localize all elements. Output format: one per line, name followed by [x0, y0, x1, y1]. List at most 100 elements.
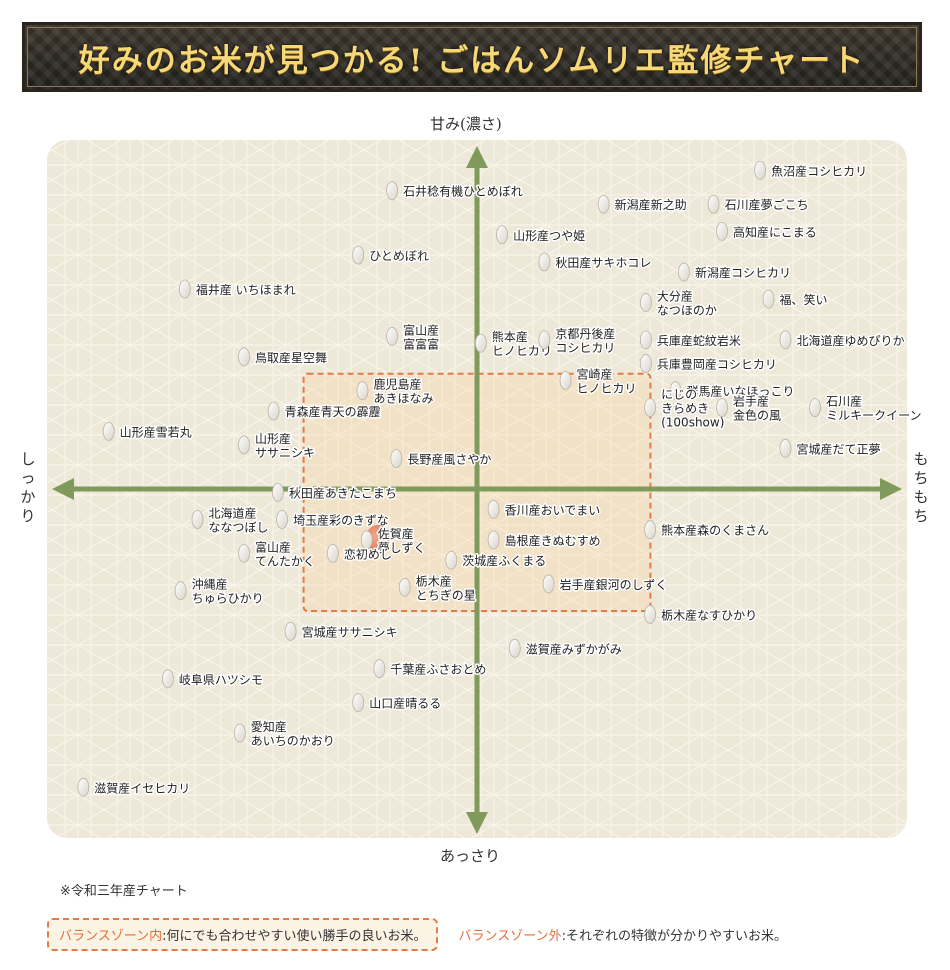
rice-point: 新潟産コシヒカリ — [678, 262, 792, 282]
rice-label: 宮城産だて正夢 — [796, 441, 880, 456]
rice-grain-icon — [360, 530, 373, 550]
rice-label: 山形産つや姫 — [513, 228, 585, 243]
rice-grain-icon — [174, 581, 187, 601]
rice-label: 宮崎産 — [577, 367, 613, 382]
rice-grain-icon — [390, 449, 403, 468]
rice-label: 熊本産 — [492, 329, 528, 344]
rice-label: 石井稔有機ひとめぼれ — [403, 184, 523, 199]
rice-point: 宮城産ササニシキ — [284, 621, 399, 641]
rice-grain-icon — [276, 510, 289, 529]
rice-label: 滋賀産イセヒカリ — [94, 780, 190, 795]
rice-label: 茨城産ふくまる — [462, 553, 546, 568]
legend-balance-out-label: バランスゾーン外 — [458, 929, 562, 944]
rice-label: 岩手産 — [733, 394, 769, 409]
rice-label: 愛知産 — [251, 719, 287, 734]
rice-grain-icon — [386, 327, 398, 346]
rice-label: 宮城産ササニシキ — [302, 624, 398, 639]
rice-grain-icon — [669, 381, 682, 401]
rice-point: 香川産おいでまい — [487, 499, 602, 519]
rice-label: ヒノヒカリ — [492, 344, 552, 358]
rice-grain-icon — [102, 421, 115, 441]
rice-label: (100show) — [661, 416, 724, 430]
rice-label: 沖縄産 — [192, 577, 228, 592]
rice-grain-icon — [191, 510, 204, 529]
rice-label: ヒノヒカリ — [577, 382, 637, 396]
rice-label: 佐賀産 — [378, 526, 414, 541]
rice-grain-icon — [559, 371, 572, 390]
rice-label: きらめき — [661, 402, 709, 416]
rice-point: 石井稔有機ひとめぼれ — [386, 181, 524, 201]
rice-grain-icon — [373, 659, 386, 679]
rice-label: あいちのかおり — [251, 734, 335, 748]
rice-grain-icon — [487, 530, 500, 550]
rice-point: 岩手産銀河のしずく — [542, 574, 669, 593]
rice-point: 秋田産サキホコレ — [538, 252, 653, 271]
rice-label: 兵庫産蛇紋岩米 — [657, 333, 741, 348]
rice-point: 新潟産新之助 — [597, 194, 688, 214]
rice-grain-icon — [238, 435, 250, 455]
rice-point: 山口産晴るる — [352, 693, 443, 712]
rice-grain-icon — [716, 398, 728, 418]
rice-grain-icon — [386, 181, 398, 201]
legend-balance-out: バランスゾーン外:それぞれの特徴が分かりやすいお米。 — [458, 925, 786, 944]
rice-label: 大分産 — [657, 289, 693, 304]
rice-label: 秋田産サキホコレ — [555, 255, 651, 270]
rice-point: 滋賀産みずかがみ — [508, 638, 623, 658]
axis-arrow-left — [52, 478, 74, 500]
legend-balance-in-desc: :何にでも合わせやすい使い勝手の良いお米。 — [162, 929, 427, 944]
rice-label: 魚沼産コシヒカリ — [771, 163, 867, 178]
rice-point: 山形産つや姫 — [496, 225, 587, 244]
rice-grain-icon — [644, 520, 657, 540]
rice-grain-icon — [352, 693, 365, 712]
rice-label: 金色の風 — [733, 408, 781, 423]
rice-point: 山形産雪若丸 — [102, 421, 193, 441]
rice-label: 山口産晴るる — [369, 696, 441, 711]
rice-point: ひとめぼれ — [352, 245, 430, 265]
rice-point: 埼玉産彩のきずな — [276, 510, 390, 529]
rice-label: 岐阜県ハツシモ — [179, 673, 263, 687]
rice-point: 高知産にこまる — [716, 221, 818, 241]
rice-grain-icon — [238, 544, 250, 563]
rice-point: 岐阜県ハツシモ — [161, 669, 264, 689]
rice-grain-icon — [762, 289, 775, 309]
rice-label: 熊本産森のくまさん — [661, 523, 769, 538]
rice-label: 千葉産ふさおとめ — [390, 662, 486, 677]
rice-point: 熊本産森のくまさん — [644, 520, 771, 540]
rice-point: 福井産 いちほまれ — [178, 279, 297, 298]
rice-label: コシヒカリ — [555, 341, 615, 355]
axis-arrow-up — [466, 146, 488, 168]
rice-grain-icon — [284, 621, 297, 641]
rice-label: 群馬産いなほっこり — [687, 384, 795, 399]
rice-grain-icon — [644, 605, 657, 624]
rice-point: 群馬産いなほっこり — [669, 381, 796, 401]
rice-point: 恋初めし — [326, 544, 393, 563]
rice-label: 山形産雪若丸 — [120, 424, 192, 439]
rice-label: 恋初めし — [344, 546, 392, 561]
rice-label: ひとめぼれ — [369, 249, 429, 263]
rice-grain-icon — [356, 381, 369, 401]
rice-grain-icon — [161, 669, 174, 689]
rice-grain-icon — [597, 194, 610, 214]
rice-label: 香川産おいでまい — [505, 502, 601, 517]
rice-label: 埼玉産彩のきずな — [293, 513, 389, 528]
rice-point: 石川産夢ごこち — [707, 194, 810, 214]
legend-balance-in: バランスゾーン内:何にでも合わせやすい使い勝手の良いお米。 — [47, 918, 439, 951]
rice-label: 高知産にこまる — [733, 224, 817, 239]
rice-grain-icon — [809, 398, 821, 418]
rice-label: 北海道産 — [209, 506, 257, 521]
rice-point: 兵庫産蛇紋岩米 — [639, 330, 742, 349]
rice-label: にじの — [661, 388, 697, 402]
rice-point: 島根産きぬむすめ — [487, 530, 602, 550]
rice-label: 栃木産なすひかり — [661, 607, 757, 622]
rice-grain-icon — [779, 438, 792, 458]
rice-grain-icon — [352, 245, 365, 265]
rice-grain-icon — [678, 262, 690, 282]
rice-label: 長野産風さやか — [407, 451, 491, 466]
